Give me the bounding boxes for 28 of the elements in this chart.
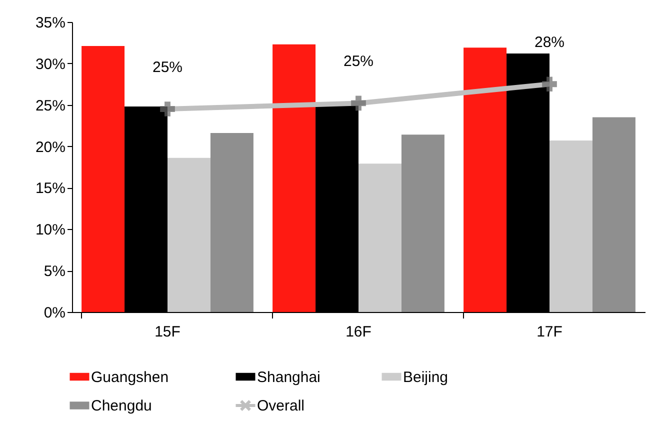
legend-label: Chengdu (91, 398, 152, 414)
bar (272, 44, 316, 312)
legend-label: Beijing (403, 368, 448, 386)
y-tick-label: 10% (35, 222, 66, 239)
y-tick-label: 30% (35, 56, 66, 73)
bar (358, 164, 402, 312)
legend-label: Overall (257, 398, 305, 414)
x-tick-label: 16F (346, 324, 372, 340)
y-tick-label: 0% (44, 304, 66, 322)
bar (168, 158, 210, 312)
bar (464, 48, 507, 312)
bar (592, 117, 636, 312)
bar (550, 140, 592, 312)
bar (210, 133, 254, 312)
data-label: 25% (343, 53, 374, 70)
y-tick-label: 5% (44, 263, 66, 280)
legend-label: Shanghai (257, 368, 320, 386)
y-tick-label: 35% (35, 14, 66, 32)
x-tick-label: 15F (154, 324, 180, 340)
data-label: 28% (534, 34, 565, 52)
x-tick-label: 17F (536, 324, 562, 340)
y-tick-label: 25% (35, 97, 66, 114)
data-label: 25% (152, 59, 183, 76)
y-tick-label: 20% (35, 138, 66, 156)
y-tick-label: 15% (35, 180, 66, 198)
bar (401, 134, 444, 312)
legend-label: Guangshen (91, 368, 169, 386)
bar (82, 46, 125, 312)
